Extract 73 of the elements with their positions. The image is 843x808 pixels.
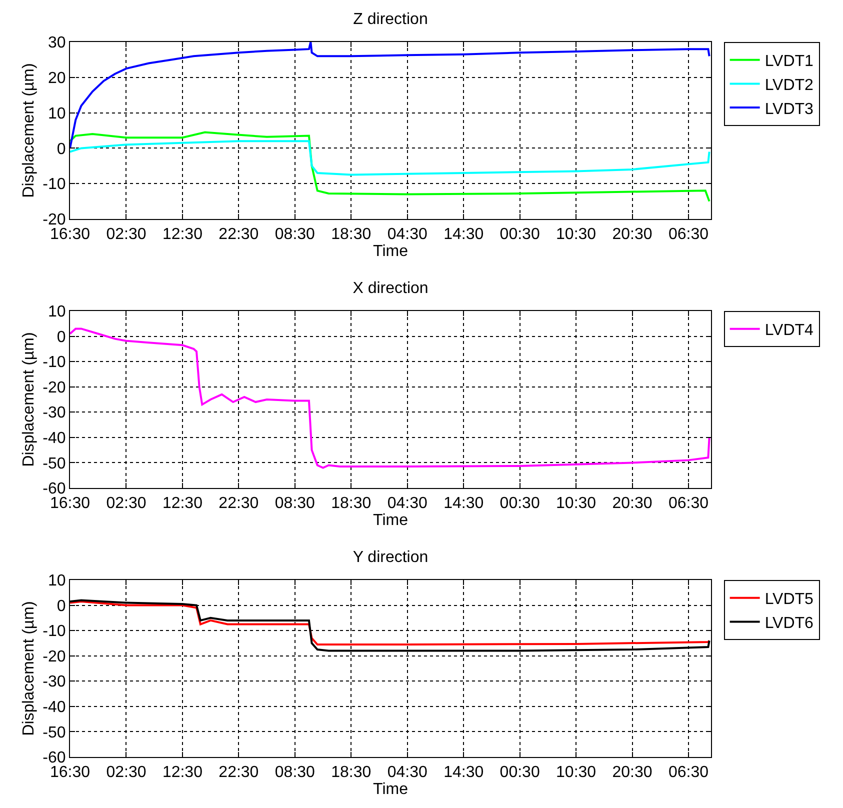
y-tick-label: -20 — [42, 379, 66, 396]
y-tick-label: 10 — [48, 105, 66, 122]
chart-title: Z direction — [353, 11, 428, 28]
y-tick-label: -10 — [42, 623, 66, 640]
y-tick-label: -50 — [42, 724, 66, 742]
y-tick-label: -20 — [42, 212, 66, 229]
x-tick-label: 00:30 — [500, 226, 540, 244]
legend-label: LVDT4 — [764, 322, 814, 340]
x-tick-label: 20:30 — [612, 764, 652, 782]
y-tick-label: 0 — [56, 598, 66, 615]
x-tick-label: 18:30 — [331, 226, 372, 244]
y-tick-label: 10 — [48, 304, 66, 321]
x-tick-label: 10:30 — [556, 226, 596, 244]
x-tick-label: 04:30 — [387, 226, 428, 244]
y-tick-label: -30 — [42, 674, 66, 691]
x-axis-title: Time — [373, 243, 408, 260]
x-tick-label: 08:30 — [274, 764, 316, 782]
y-tick-label: -10 — [42, 354, 66, 372]
y-tick-label: 0 — [56, 328, 66, 346]
legend-label: LVDT3 — [764, 100, 814, 118]
y-tick-label: 0 — [56, 140, 66, 158]
x-tick-label: 08:30 — [274, 226, 316, 244]
x-tick-label: 12:30 — [162, 226, 203, 244]
legend-label: LVDT1 — [764, 53, 814, 70]
y-tick-label: -20 — [42, 648, 66, 666]
y-tick-label: 10 — [48, 572, 66, 590]
legend-label: LVDT5 — [764, 591, 814, 608]
x-tick-label: 04:30 — [387, 495, 428, 512]
y-tick-label: -60 — [42, 750, 66, 767]
x-tick-label: 18:30 — [331, 764, 372, 782]
x-tick-label: 04:30 — [387, 764, 428, 782]
legend-label: LVDT6 — [764, 614, 814, 632]
y-axis-title: Displacement (µm) — [20, 601, 38, 736]
y-axis-title: Displacement (µm) — [20, 332, 38, 467]
x-tick-label: 18:30 — [331, 495, 372, 512]
x-tick-label: 16:30 — [50, 495, 90, 512]
y-axis-title: Displacement (µm) — [20, 63, 38, 198]
x-tick-label: 14:30 — [444, 764, 484, 782]
x-tick-label: 02:30 — [106, 226, 146, 244]
x-tick-label: 02:30 — [106, 764, 146, 782]
x-tick-label: 10:30 — [556, 495, 596, 512]
x-tick-label: 06:30 — [668, 226, 709, 244]
chart-title: X direction — [352, 280, 428, 297]
x-tick-label: 16:30 — [50, 226, 90, 244]
x-tick-label: 22:30 — [218, 764, 259, 782]
x-tick-label: 02:30 — [106, 495, 146, 512]
x-axis-title: Time — [373, 512, 408, 530]
y-tick-label: -60 — [42, 480, 66, 498]
x-tick-label: 22:30 — [218, 495, 259, 512]
x-tick-label: 20:30 — [612, 495, 652, 512]
x-tick-label: 06:30 — [668, 764, 709, 782]
x-tick-label: 12:30 — [162, 764, 203, 782]
x-tick-label: 10:30 — [556, 764, 596, 782]
x-tick-label: 00:30 — [500, 495, 540, 512]
x-tick-label: 08:30 — [274, 495, 316, 512]
legend-label: LVDT2 — [764, 76, 814, 94]
y-tick-label: -40 — [42, 430, 66, 448]
y-tick-label: 20 — [48, 70, 66, 87]
y-tick-label: -40 — [42, 699, 66, 716]
x-tick-label: 14:30 — [444, 495, 484, 512]
x-tick-label: 14:30 — [444, 226, 484, 244]
y-tick-label: -10 — [42, 176, 66, 194]
x-tick-label: 12:30 — [162, 495, 203, 512]
x-tick-label: 16:30 — [50, 764, 90, 782]
x-tick-label: 06:30 — [668, 495, 709, 512]
y-tick-label: 30 — [48, 34, 66, 52]
y-tick-label: -30 — [42, 404, 66, 422]
chart-title: Y direction — [352, 549, 428, 566]
x-axis-title: Time — [373, 781, 408, 798]
y-tick-label: -50 — [42, 455, 66, 472]
x-tick-label: 22:30 — [218, 226, 259, 244]
x-tick-label: 20:30 — [612, 226, 652, 244]
x-tick-label: 00:30 — [500, 764, 540, 782]
